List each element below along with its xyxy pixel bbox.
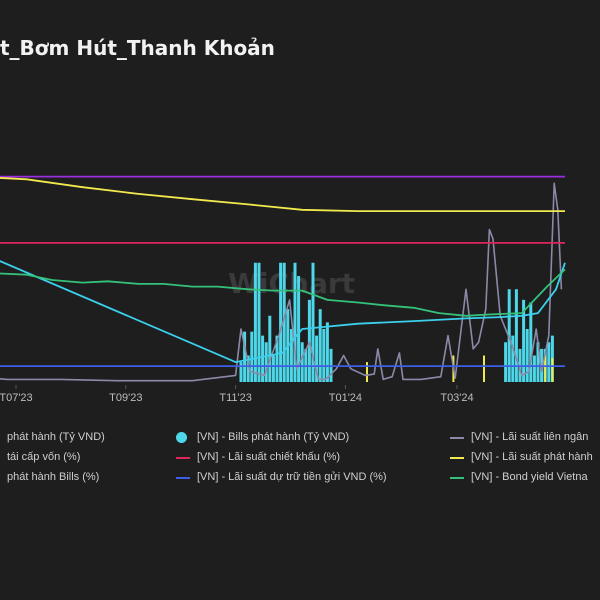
bar: [253, 262, 257, 382]
bar: [532, 355, 536, 382]
bar: [311, 262, 315, 382]
bar: [257, 262, 261, 382]
bar: [250, 331, 254, 382]
bar: [529, 302, 533, 382]
bar: [325, 322, 329, 382]
x-axis: T07'23 T09'23 T11'23 T01'24 T03'24: [0, 385, 474, 404]
x-tick-label: T09'23: [109, 392, 142, 404]
bar: [507, 289, 511, 382]
chart-title: t_Bơm Hút_Thanh Khoản: [0, 36, 275, 60]
bar: [271, 355, 275, 382]
bar: [551, 358, 554, 382]
bar: [322, 329, 326, 382]
series-line-interbank: [0, 182, 563, 382]
x-tick-label: T03'24: [440, 392, 473, 404]
bar: [366, 362, 368, 382]
bar: [289, 329, 293, 382]
bar: [243, 331, 247, 382]
x-tick-label: T11'23: [219, 392, 251, 404]
bar: [544, 355, 547, 382]
bar: [261, 335, 265, 382]
plot-area: WiChart: [0, 175, 566, 382]
series-line-issue_rate: [0, 177, 565, 212]
bar: [307, 299, 311, 382]
bar: [300, 342, 304, 382]
bar: [511, 335, 515, 382]
bar: [268, 315, 272, 382]
bar: [514, 289, 518, 382]
watermark-text: WiChart: [228, 267, 355, 300]
bar: [282, 262, 286, 382]
series-bills_issued: [239, 262, 554, 382]
bar: [536, 342, 540, 382]
bar: [239, 362, 243, 382]
x-tick-label: T01'24: [329, 392, 362, 404]
x-tick-label: T07'23: [0, 392, 33, 404]
bar: [547, 342, 551, 382]
bar: [522, 299, 526, 382]
bar: [504, 342, 508, 382]
bar: [279, 262, 283, 382]
bar: [525, 329, 529, 382]
bar: [293, 262, 297, 382]
bar: [246, 355, 250, 382]
series-line-bond_yield: [0, 268, 566, 317]
bar: [275, 335, 279, 382]
bar: [483, 355, 485, 382]
series-line-bills_rate: [0, 260, 566, 363]
bar: [297, 276, 301, 382]
bar: [315, 335, 319, 382]
bar: [264, 342, 268, 382]
bar: [318, 309, 322, 382]
